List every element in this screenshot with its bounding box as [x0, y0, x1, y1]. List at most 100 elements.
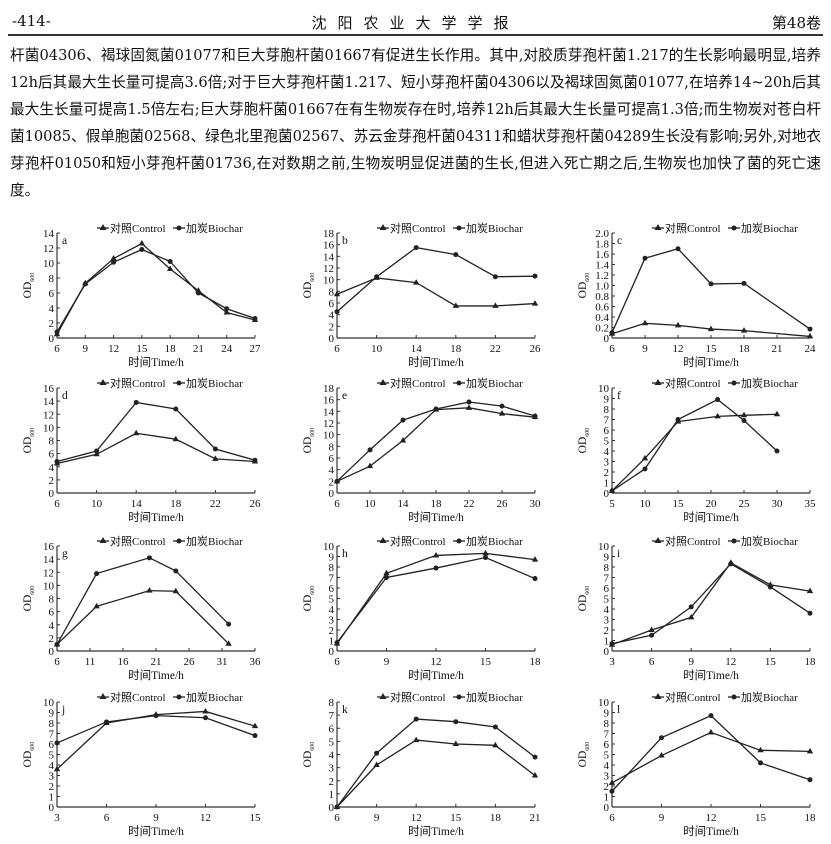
- x-tick-label: 18: [170, 498, 182, 510]
- data-point-biochar: [252, 733, 258, 739]
- x-tick-label: 12: [200, 812, 211, 824]
- y-tick-label: 6: [49, 449, 55, 461]
- data-point-biochar: [54, 641, 60, 647]
- y-axis-label: OD600: [302, 428, 316, 454]
- data-point-control: [383, 569, 390, 576]
- legend-biochar: 加炭Biochar: [466, 222, 523, 235]
- data-point-biochar: [133, 399, 139, 405]
- x-tick-label: 18: [805, 812, 817, 824]
- panel-label: d: [62, 390, 68, 402]
- data-point-biochar: [334, 309, 340, 315]
- data-point-control: [658, 752, 665, 758]
- y-tick-label: 0: [604, 802, 610, 814]
- x-tick-label: 26: [250, 498, 262, 510]
- y-tick-label: 0.8: [595, 291, 609, 303]
- data-point-control: [93, 602, 100, 609]
- legend: 对照Control 加炭Biochar: [652, 690, 798, 704]
- x-axis-label: 时间Time/h: [683, 356, 739, 369]
- y-axis-label-sub: 600: [585, 586, 591, 595]
- legend-control: 对照Control: [390, 376, 446, 390]
- data-point-biochar: [767, 584, 773, 590]
- legend-control: 对照Control: [110, 376, 166, 390]
- data-point-biochar: [334, 640, 340, 646]
- y-tick-label: 14: [43, 554, 55, 566]
- y-tick-label: 2: [604, 781, 610, 793]
- x-tick-label: 22: [210, 498, 221, 510]
- y-tick-label: 0.2: [595, 323, 609, 335]
- series-line-biochar: [336, 718, 536, 808]
- y-tick-label: 8: [329, 562, 335, 574]
- x-tick-label: 18: [165, 343, 177, 355]
- legend-biochar: 加炭Biochar: [186, 691, 243, 704]
- y-tick-label: 6: [604, 739, 610, 751]
- x-tick-label: 3: [54, 812, 60, 824]
- y-tick-label: 1.0: [595, 281, 609, 293]
- x-tick-label: 12: [411, 812, 422, 824]
- triangle-marker-icon: [379, 379, 387, 385]
- y-tick-label: 1: [604, 636, 610, 648]
- series-line-control: [336, 739, 536, 808]
- y-tick-label: 8: [49, 273, 55, 285]
- triangle-marker-icon: [379, 224, 387, 230]
- data-point-biochar: [807, 610, 813, 616]
- circle-marker-icon: [731, 538, 737, 544]
- x-tick-label: 6: [334, 343, 340, 355]
- body-text: 杆菌04306、褐球固氮菌01077和巨大芽胞杆菌01667有促进生长作用。其中…: [10, 42, 821, 204]
- x-tick-label: 31: [217, 656, 228, 668]
- y-tick-label: 10: [598, 383, 610, 395]
- y-axis-label: OD600: [577, 586, 591, 612]
- x-tick-label: 12: [725, 656, 736, 668]
- data-point-biochar: [334, 478, 340, 484]
- data-point-biochar: [466, 399, 472, 405]
- data-point-biochar: [807, 777, 813, 783]
- y-tick-label: 3: [329, 615, 335, 627]
- data-point-control: [452, 302, 459, 308]
- y-tick-label: 0: [329, 333, 335, 345]
- y-axis-label: OD600: [302, 273, 316, 299]
- data-point-biochar: [708, 713, 714, 719]
- legend-control: 对照Control: [665, 534, 721, 548]
- y-tick-label: 9: [604, 708, 610, 720]
- y-tick-label: 0: [329, 802, 335, 814]
- y-axis-label-sub: 600: [585, 428, 591, 437]
- x-tick-label: 10: [640, 498, 652, 510]
- x-axis-label: 时间Time/h: [128, 511, 184, 524]
- y-tick-label: 18: [323, 383, 335, 395]
- data-point-biochar: [195, 290, 201, 296]
- y-axis-label: OD600: [577, 273, 591, 299]
- data-point-biochar: [649, 632, 655, 638]
- panel-label: k: [342, 704, 348, 716]
- data-point-biochar: [659, 735, 664, 741]
- data-point-biochar: [715, 397, 721, 403]
- y-axis-label-sub: 600: [310, 428, 316, 437]
- y-tick-label: 10: [323, 275, 335, 287]
- x-tick-label: 24: [221, 343, 233, 355]
- circle-marker-icon: [731, 694, 737, 700]
- y-tick-label: 0.4: [595, 312, 609, 324]
- y-tick-label: 8: [604, 718, 610, 730]
- y-tick-label: 7: [329, 710, 335, 722]
- x-tick-label: 12: [431, 656, 442, 668]
- y-tick-label: 1.8: [595, 239, 609, 251]
- data-point-biochar: [609, 488, 615, 494]
- legend: 对照Control 加炭Biochar: [652, 534, 798, 548]
- y-tick-label: 2: [604, 625, 610, 637]
- data-point-control: [53, 765, 61, 772]
- data-point-biochar: [741, 418, 747, 424]
- series-line-control: [336, 277, 536, 307]
- data-point-control: [432, 551, 440, 558]
- y-tick-label: 0: [604, 646, 610, 658]
- y-tick-label: 12: [43, 243, 54, 255]
- chart-h: 0 1 2 3 4 5 6 7 8 9 10 6 9 12 15 18 时间Time/h OD600 h 对照Cont…: [280, 526, 557, 684]
- x-tick-label: 6: [609, 812, 615, 824]
- x-tick-label: 10: [91, 498, 103, 510]
- y-tick-label: 12: [323, 418, 334, 430]
- x-tick-label: 15: [450, 812, 462, 824]
- data-point-control: [531, 556, 539, 562]
- data-point-biochar: [203, 715, 208, 721]
- legend: 对照Control 加炭Biochar: [377, 376, 523, 390]
- data-point-biochar: [609, 641, 615, 647]
- y-tick-label: 8: [604, 562, 610, 574]
- series-line-biochar: [56, 557, 230, 645]
